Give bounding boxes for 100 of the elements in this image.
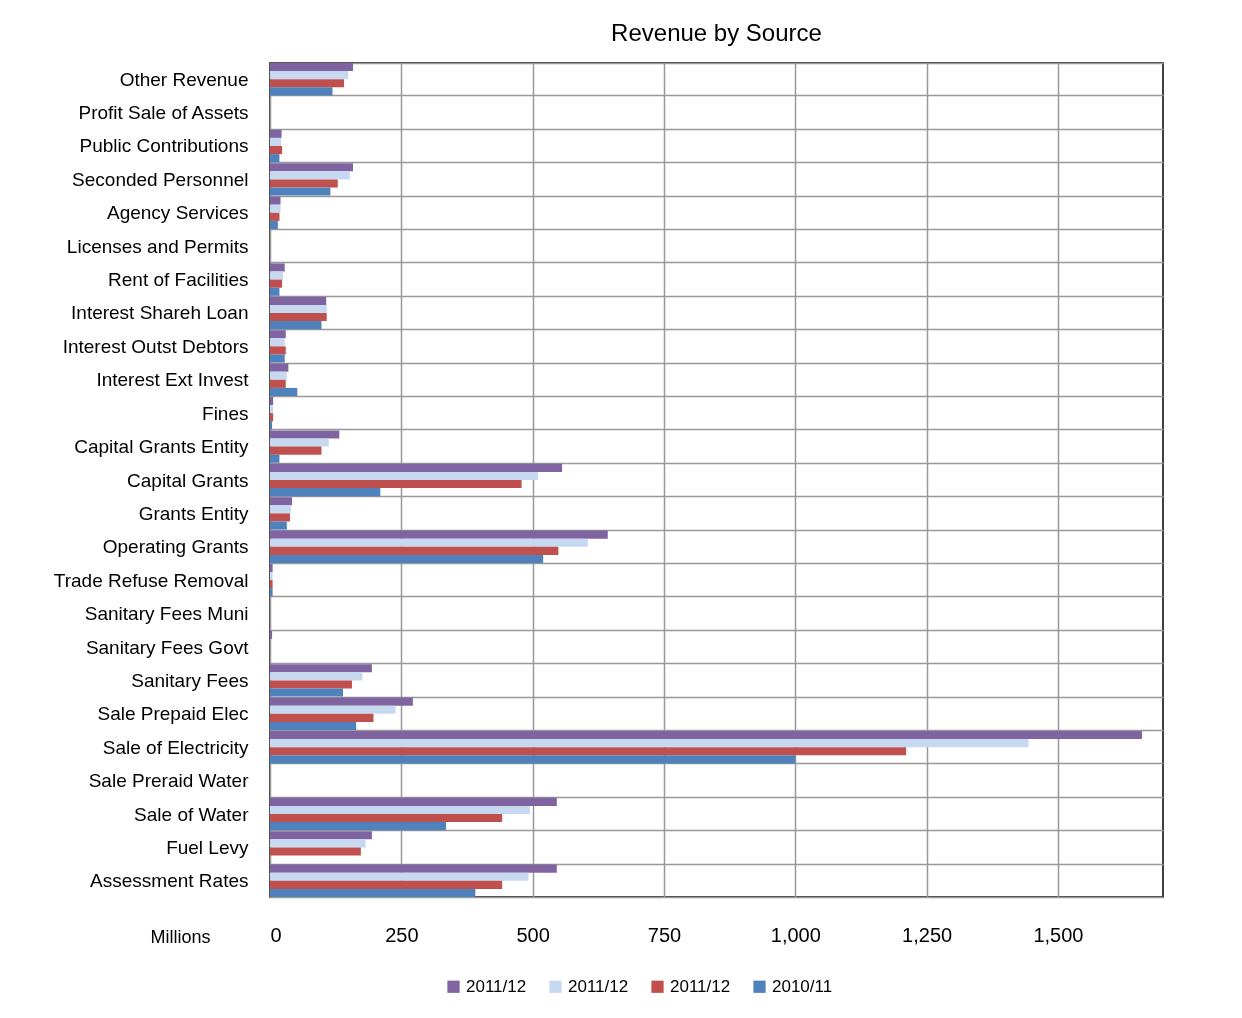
x-tick-label: 1,250 — [902, 923, 953, 946]
bar — [270, 755, 796, 764]
bar — [270, 454, 280, 463]
bar — [270, 497, 293, 506]
x-tick-label: 1,500 — [1033, 923, 1084, 946]
y-tick-label: Sale Prepaid Elec — [97, 703, 249, 725]
bar — [270, 87, 333, 96]
legend-label: 2011/12 — [466, 976, 527, 996]
y-tick-label: Sale of Electricity — [102, 736, 249, 758]
bar — [270, 713, 374, 722]
bar — [270, 438, 329, 447]
bar — [270, 488, 381, 497]
bar — [270, 421, 273, 430]
bar — [270, 154, 280, 163]
y-tick-label: Fuel Levy — [166, 836, 249, 858]
legend-label: 2011/12 — [670, 976, 731, 996]
bar — [270, 220, 278, 229]
bar — [270, 171, 350, 180]
bar — [270, 296, 327, 305]
y-tick-label: Seconded Personnel — [72, 168, 249, 190]
bar — [270, 463, 563, 472]
bar — [270, 287, 280, 296]
chart-title: Revenue by Source — [611, 19, 822, 46]
y-tick-label: Interest Ext Invest — [96, 369, 250, 391]
bar — [270, 588, 273, 597]
bar — [270, 839, 366, 848]
bar — [270, 179, 338, 188]
y-tick-label: Rent of Facilities — [108, 269, 249, 291]
bar — [270, 822, 446, 831]
bar — [270, 688, 344, 697]
bar — [270, 279, 283, 288]
x-tick-label: 1,000 — [770, 923, 821, 946]
bar — [270, 672, 363, 681]
bar — [270, 805, 531, 814]
bar — [270, 330, 286, 339]
bar — [270, 554, 544, 563]
y-tick-label: Capital Grants — [127, 469, 249, 491]
bar — [270, 430, 340, 439]
y-tick-label: Interest Outst Debtors — [62, 335, 249, 357]
bar — [270, 379, 286, 388]
bar — [270, 546, 559, 555]
bar — [270, 572, 273, 581]
y-tick-label: Agency Services — [106, 202, 249, 224]
bar — [270, 521, 287, 530]
y-tick-label: Sanitary Fees Govt — [85, 636, 250, 658]
bar — [270, 263, 285, 272]
bar — [270, 480, 522, 489]
y-tick-label: Profit Sale of Assets — [78, 102, 249, 124]
bar — [270, 680, 352, 689]
bar — [270, 397, 274, 406]
bar — [270, 705, 396, 714]
bar — [270, 797, 557, 806]
y-tick-label: Assessment Rates — [90, 870, 249, 892]
x-tick-label: 250 — [385, 923, 419, 946]
bar — [270, 338, 285, 347]
bar — [270, 471, 538, 480]
bar — [270, 580, 273, 589]
bar — [270, 847, 361, 856]
bar — [270, 538, 588, 547]
bar — [270, 271, 284, 280]
bar — [270, 346, 286, 355]
bar — [270, 731, 1142, 740]
y-tick-label: Sanitary Fees Muni — [84, 603, 249, 625]
bar — [270, 880, 503, 889]
bar — [270, 446, 322, 455]
bar — [270, 187, 331, 196]
legend-label: 2010/11 — [772, 976, 833, 996]
y-tick-label: Capital Grants Entity — [74, 436, 249, 458]
bar — [270, 697, 413, 706]
bar — [270, 888, 476, 897]
legend-label: 2011/12 — [568, 976, 629, 996]
y-tick-label: Trade Refuse Removal — [53, 569, 249, 591]
bar — [270, 163, 353, 172]
bar — [270, 630, 273, 639]
bar — [270, 146, 283, 155]
bar — [270, 196, 281, 205]
bar — [270, 204, 281, 213]
y-tick-label: Sanitary Fees — [131, 669, 249, 691]
bar — [270, 129, 282, 138]
x-axis-title: Millions — [150, 926, 211, 947]
y-tick-label: Sale Preraid Water — [88, 770, 250, 792]
y-tick-label: Public Contributions — [79, 135, 249, 157]
x-tick-label: 500 — [516, 923, 550, 946]
bar — [270, 513, 290, 522]
bar — [270, 354, 285, 363]
y-tick-label: Operating Grants — [102, 536, 249, 558]
bar — [270, 137, 282, 146]
y-tick-label: Interest Shareh Loan — [71, 302, 249, 324]
bar — [270, 564, 273, 573]
bar — [270, 387, 298, 396]
x-tick-label: 0 — [270, 923, 282, 946]
bar — [270, 831, 372, 840]
y-tick-label: Fines — [202, 402, 249, 424]
bar — [270, 530, 608, 539]
y-tick-label: Other Revenue — [119, 68, 249, 90]
bar — [270, 405, 274, 414]
bar — [270, 71, 349, 80]
bar — [270, 371, 287, 380]
bar — [270, 814, 503, 823]
y-tick-label: Grants Entity — [138, 502, 249, 524]
